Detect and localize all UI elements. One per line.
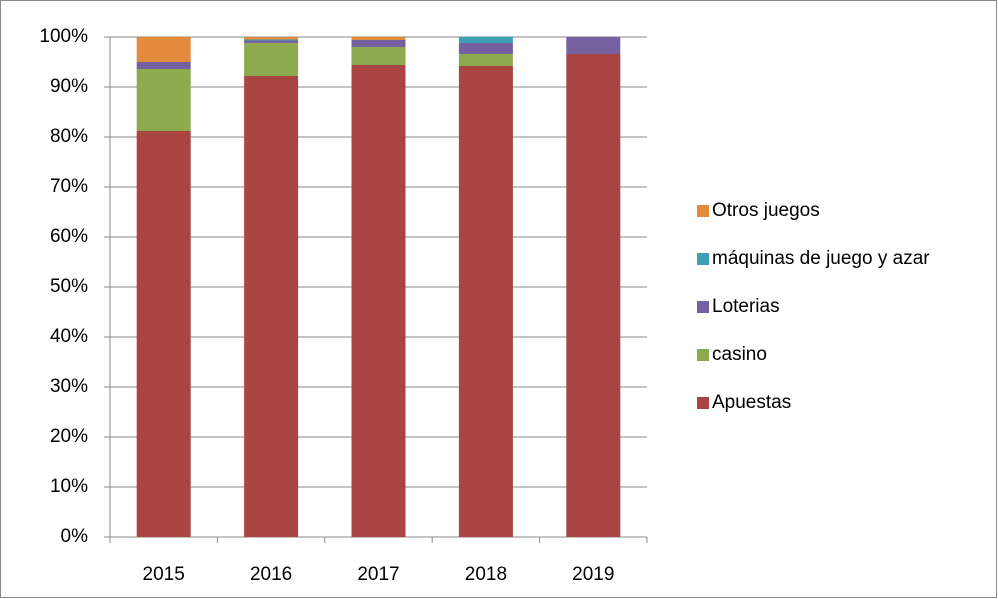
y-tick-label: 70% [50,176,88,197]
bar-segment [458,54,513,66]
bar-segment [244,43,299,76]
bar-segment [244,40,299,43]
legend-label: casino [712,344,767,365]
legend-swatch [697,253,709,265]
bar-segment [351,40,406,47]
y-tick-label: 50% [50,276,88,297]
y-tick-label: 60% [50,226,88,247]
bar-segment [351,65,406,537]
bar-segment [566,54,621,537]
bar-segment [136,131,191,537]
bar-segment [244,37,299,40]
bar-segment [136,62,191,69]
bar-segment [458,66,513,537]
legend-label: Apuestas [712,392,791,413]
y-tick-label: 90% [50,76,88,97]
y-tick-label: 80% [50,126,88,147]
y-tick-label: 40% [50,326,88,347]
bar-segment [351,37,406,40]
x-tick-label: 2017 [357,564,399,585]
x-tick-label: 2015 [143,564,185,585]
bar-segment [566,37,621,54]
y-tick-label: 100% [39,26,88,47]
bar-segment [244,39,299,41]
legend-label: Otros juegos [712,200,820,221]
legend-swatch [697,349,709,361]
x-tick-label: 2018 [465,564,507,585]
bar-segment [136,37,191,62]
y-tick-label: 10% [50,476,88,497]
legend-swatch [697,397,709,409]
legend-label: máquinas de juego y azar [712,248,930,269]
bar-segment [458,43,513,54]
x-tick-label: 2016 [250,564,292,585]
bar-segment [351,47,406,65]
x-tick-label: 2019 [572,564,614,585]
bar-segment [458,37,513,43]
legend-swatch [697,205,709,217]
y-tick-label: 0% [61,526,89,547]
legend-label: Loterias [712,296,780,317]
y-tick-label: 20% [50,426,88,447]
y-tick-label: 30% [50,376,88,397]
bar-segment [136,69,191,131]
legend-swatch [697,301,709,313]
bar-segment [244,76,299,537]
